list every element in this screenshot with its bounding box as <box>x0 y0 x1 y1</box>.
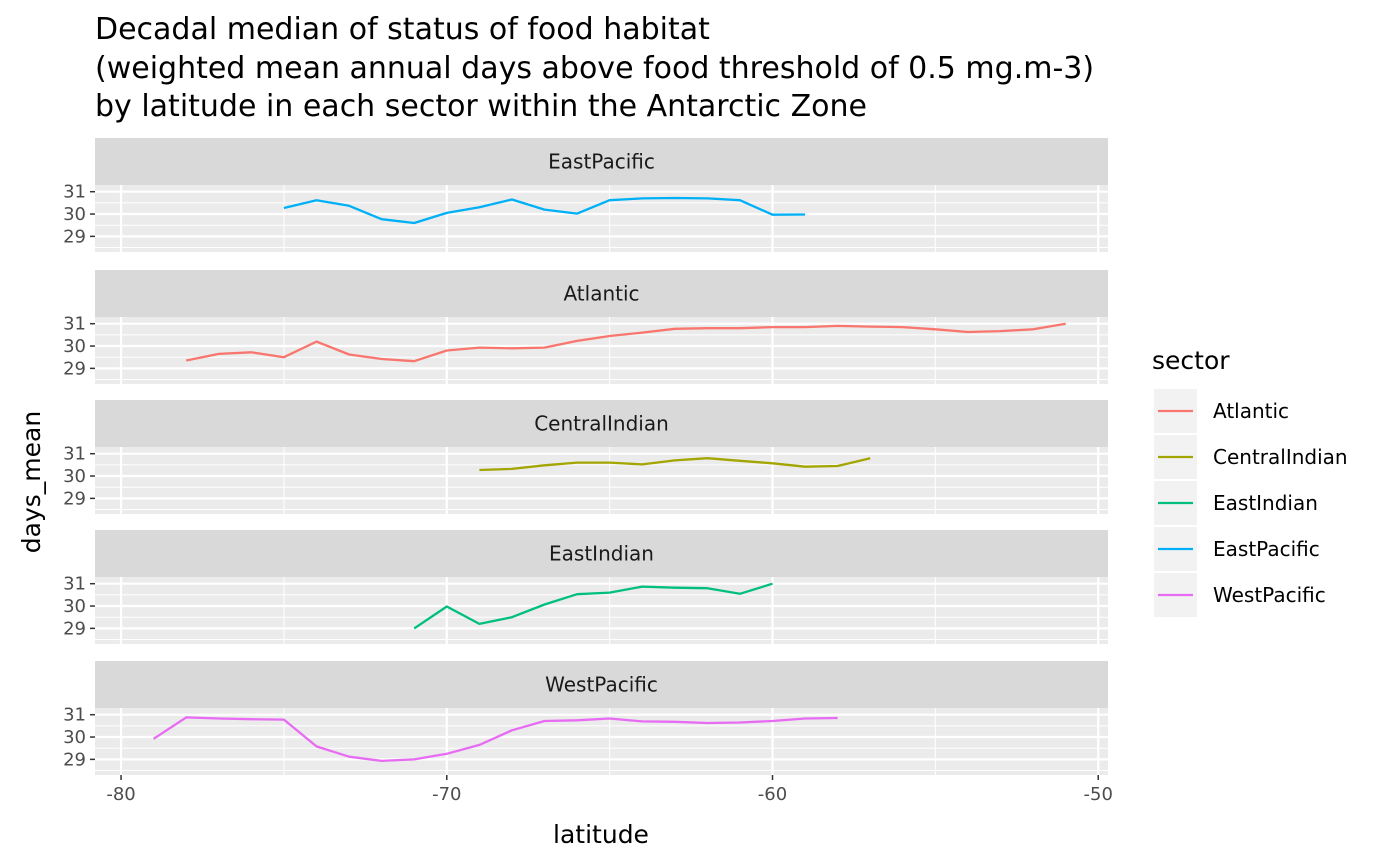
legend-label: CentralIndian <box>1213 445 1348 469</box>
y-tick-label: 29 <box>63 749 86 770</box>
facet-strip-label: WestPacific <box>545 673 658 697</box>
title-line-3: by latitude in each sector within the An… <box>95 89 867 124</box>
title-line-2: (weighted mean annual days above food th… <box>95 51 1094 86</box>
chart-title: Decadal median of status of food habitat… <box>95 12 1094 124</box>
y-axis-title: days_mean <box>17 411 46 553</box>
x-tick-label: -70 <box>432 784 461 805</box>
facet-strip <box>95 270 1108 317</box>
legend-item-atlantic: Atlantic <box>1154 389 1289 433</box>
x-axis-title: latitude <box>553 820 649 849</box>
series-line-eastpacific <box>283 196 806 225</box>
x-tick-label: -50 <box>1084 784 1113 805</box>
legend-item-eastpacific: EastPacific <box>1154 527 1320 571</box>
y-tick-label: 30 <box>63 204 86 225</box>
y-tick-label: 30 <box>63 596 86 617</box>
facet-strip-label: CentralIndian <box>534 412 669 436</box>
legend-label: EastPacific <box>1213 537 1320 561</box>
legend-item-centralindian: CentralIndian <box>1154 435 1348 479</box>
panel-background <box>95 447 1108 514</box>
facet-strip <box>95 138 1108 185</box>
legend-label: EastIndian <box>1213 491 1318 515</box>
facet-strip-label: EastPacific <box>548 150 655 174</box>
y-tick-label: 30 <box>63 336 86 357</box>
facet-panels: EastPacific293031Atlantic293031CentralIn… <box>63 138 1108 775</box>
legend-label: WestPacific <box>1213 583 1326 607</box>
y-tick-label: 29 <box>63 618 86 639</box>
series-line-centralindian <box>479 457 871 472</box>
y-tick-label: 30 <box>63 727 86 748</box>
legend-label: Atlantic <box>1213 399 1289 423</box>
y-tick-label: 29 <box>63 488 86 509</box>
panel-background <box>95 317 1108 384</box>
y-tick-label: 31 <box>63 444 86 465</box>
y-tick-label: 29 <box>63 226 86 247</box>
y-tick-label: 31 <box>63 182 86 203</box>
series-line-westpacific <box>152 716 838 763</box>
x-tick-label: -60 <box>758 784 787 805</box>
y-tick-label: 30 <box>63 466 86 487</box>
series-line-eastindian <box>413 582 773 630</box>
y-tick-label: 31 <box>63 705 86 726</box>
facet-strip-label: EastIndian <box>549 542 654 566</box>
x-tick-label: -80 <box>106 784 135 805</box>
facet-strip <box>95 661 1108 708</box>
legend-title: sector <box>1152 346 1230 375</box>
x-axis: -80 -70 -60 -50 <box>106 775 1113 805</box>
panel-background <box>95 577 1108 644</box>
title-line-1: Decadal median of status of food habitat <box>95 12 710 47</box>
y-tick-label: 31 <box>63 574 86 595</box>
series-line-atlantic <box>185 322 1066 363</box>
y-tick-label: 31 <box>63 314 86 335</box>
legend-item-westpacific: WestPacific <box>1154 573 1326 617</box>
legend-item-eastindian: EastIndian <box>1154 481 1318 525</box>
facet-strip <box>95 400 1108 447</box>
legend: sector Atlantic CentralIndian EastIndian Ea… <box>1152 346 1348 617</box>
facet-strip-label: Atlantic <box>563 282 639 306</box>
y-tick-label: 29 <box>63 358 86 379</box>
panel-background <box>95 185 1108 252</box>
facet-strip <box>95 530 1108 577</box>
